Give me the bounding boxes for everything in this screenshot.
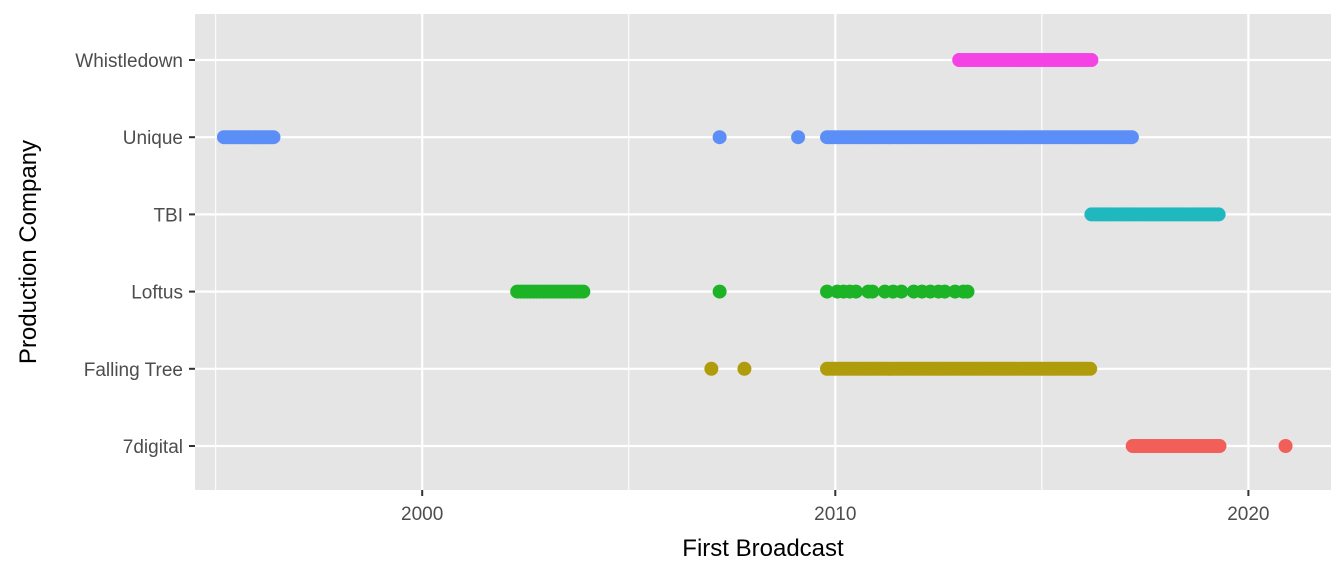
data-point <box>266 130 281 145</box>
data-point <box>1083 361 1098 376</box>
data-point <box>820 284 835 299</box>
y-tick-label: Falling Tree <box>84 360 183 381</box>
data-point <box>1211 207 1226 222</box>
data-point <box>1212 439 1227 453</box>
data-point <box>1278 439 1293 453</box>
data-point <box>848 284 863 299</box>
data-point <box>712 284 727 299</box>
x-axis-title: First Broadcast <box>682 535 844 562</box>
minor-gridlines <box>215 14 1043 490</box>
y-tick-label: Whistledown <box>75 51 183 72</box>
data-point <box>960 284 975 299</box>
data-point <box>704 361 719 376</box>
data-points <box>216 53 1293 453</box>
x-tick-label: 2000 <box>401 504 443 525</box>
data-point <box>737 361 752 376</box>
data-point <box>712 130 727 145</box>
data-point <box>1084 53 1099 67</box>
panel-background <box>195 14 1331 490</box>
x-axis: 2000 2010 2020 <box>401 490 1270 525</box>
data-point <box>865 284 880 299</box>
y-axis-title: Production Company <box>15 140 42 364</box>
x-tick-label: 2020 <box>1227 504 1269 525</box>
y-tick-label: Unique <box>123 128 183 149</box>
data-point <box>576 284 591 299</box>
y-axis: 7digital Falling Tree Loftus TBI Unique Whist… <box>75 51 195 458</box>
y-tick-label: TBI <box>153 205 183 226</box>
data-point <box>791 130 806 145</box>
data-point <box>1124 130 1139 145</box>
y-tick-label: 7digital <box>123 437 183 458</box>
x-tick-label: 2010 <box>814 504 856 525</box>
y-tick-label: Loftus <box>131 283 183 304</box>
data-point <box>894 284 909 299</box>
data-point <box>937 284 952 299</box>
